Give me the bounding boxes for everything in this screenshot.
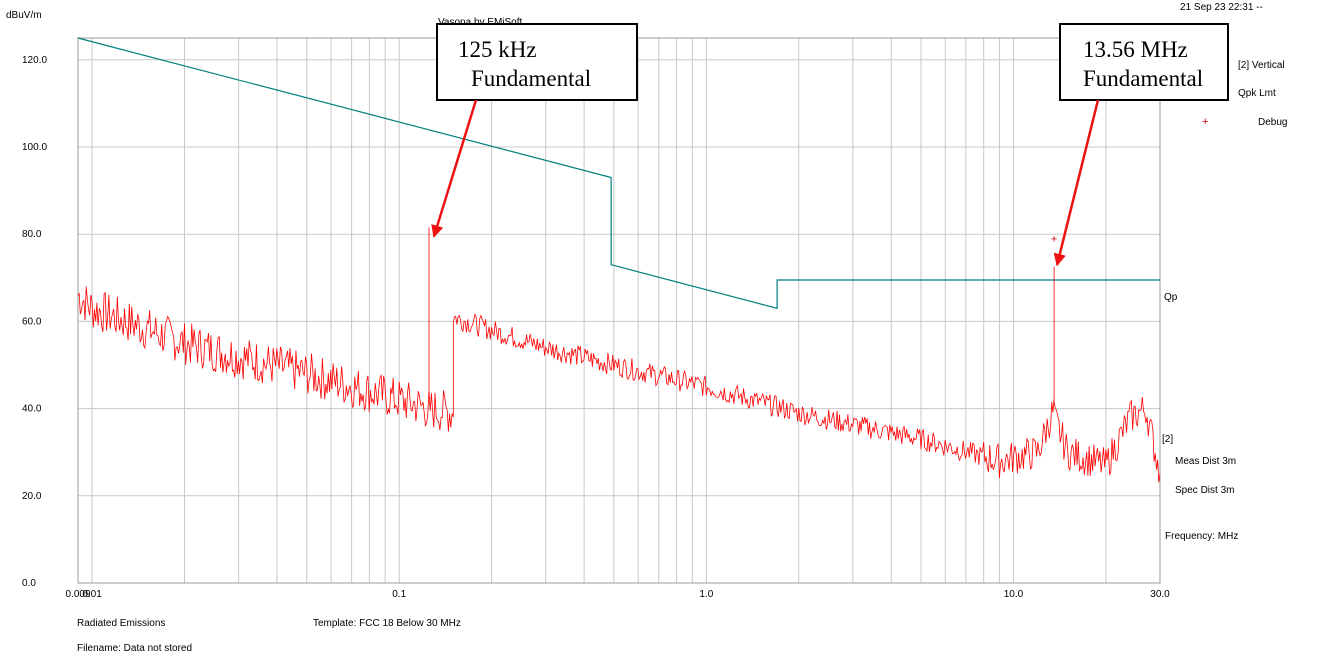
legend-debug-marker: +: [1202, 116, 1208, 128]
callout-arrows: [431, 99, 1100, 267]
footer-template: Template: FCC 18 Below 30 MHz: [313, 618, 461, 629]
footer-measurement: Radiated Emissions: [77, 618, 165, 629]
x-axis-label: Frequency: MHz: [1165, 531, 1238, 542]
callout-125khz-line1: 125 kHz: [458, 37, 537, 62]
callout-1356mhz-line1: 13.56 MHz: [1083, 37, 1188, 62]
y-tick-label: 0.0: [22, 578, 36, 589]
y-tick-label: 80.0: [22, 229, 42, 240]
x-tick-label: 0.01: [82, 589, 102, 600]
plot-frame: [77, 37, 1161, 584]
footer-filename: Filename: Data not stored: [77, 643, 192, 654]
measurement-trace: [77, 227, 1161, 483]
arrow-125khz: [431, 99, 478, 238]
series-layer: [77, 37, 1161, 483]
debug-marker: +: [1051, 234, 1057, 246]
y-tick-label: 20.0: [22, 491, 42, 502]
x-tick-label: 30.0: [1150, 589, 1170, 600]
legend-item-debug: Debug: [1258, 117, 1287, 128]
grid: [77, 38, 1161, 584]
qp-label: Qp: [1164, 292, 1178, 303]
y-tick-label: 100.0: [22, 142, 47, 153]
y-axis-label: dBuV/m: [6, 10, 42, 21]
chart-title: Vasona by EMiSoft: [438, 17, 523, 28]
y-ticks: 0.0 20.0 40.0 60.0 80.0 100.0 120.0: [22, 55, 47, 589]
x-tick-label: 0.009: [65, 589, 90, 600]
arrow-1356mhz: [1053, 99, 1100, 267]
callout-1356mhz: 13.56 MHz Fundamental: [1059, 23, 1229, 101]
callout-125khz: 125 kHz Fundamental: [436, 23, 638, 101]
x-tick-label: 0.1: [392, 589, 406, 600]
limit-line: [77, 37, 1160, 310]
y-tick-label: 120.0: [22, 55, 47, 66]
timestamp: 21 Sep 23 22:31 --: [1180, 2, 1263, 13]
legend: [2] Vertical Qpk Lmt + Debug: [1202, 60, 1287, 128]
meas-dist-label: Meas Dist 3m: [1175, 456, 1236, 467]
legend-item-vertical: [2] Vertical: [1238, 60, 1285, 71]
trace-label: [2]: [1162, 434, 1173, 445]
x-tick-label: 1.0: [699, 589, 713, 600]
legend-item-qpk-lmt: Qpk Lmt: [1238, 88, 1276, 99]
y-tick-label: 40.0: [22, 404, 42, 415]
callout-125khz-line2: Fundamental: [471, 66, 591, 91]
spec-dist-label: Spec Dist 3m: [1175, 485, 1234, 496]
markers-layer: +: [1051, 234, 1057, 246]
y-tick-label: 60.0: [22, 316, 42, 327]
x-tick-label: 10.0: [1004, 589, 1024, 600]
callout-1356mhz-line2: Fundamental: [1083, 66, 1203, 91]
